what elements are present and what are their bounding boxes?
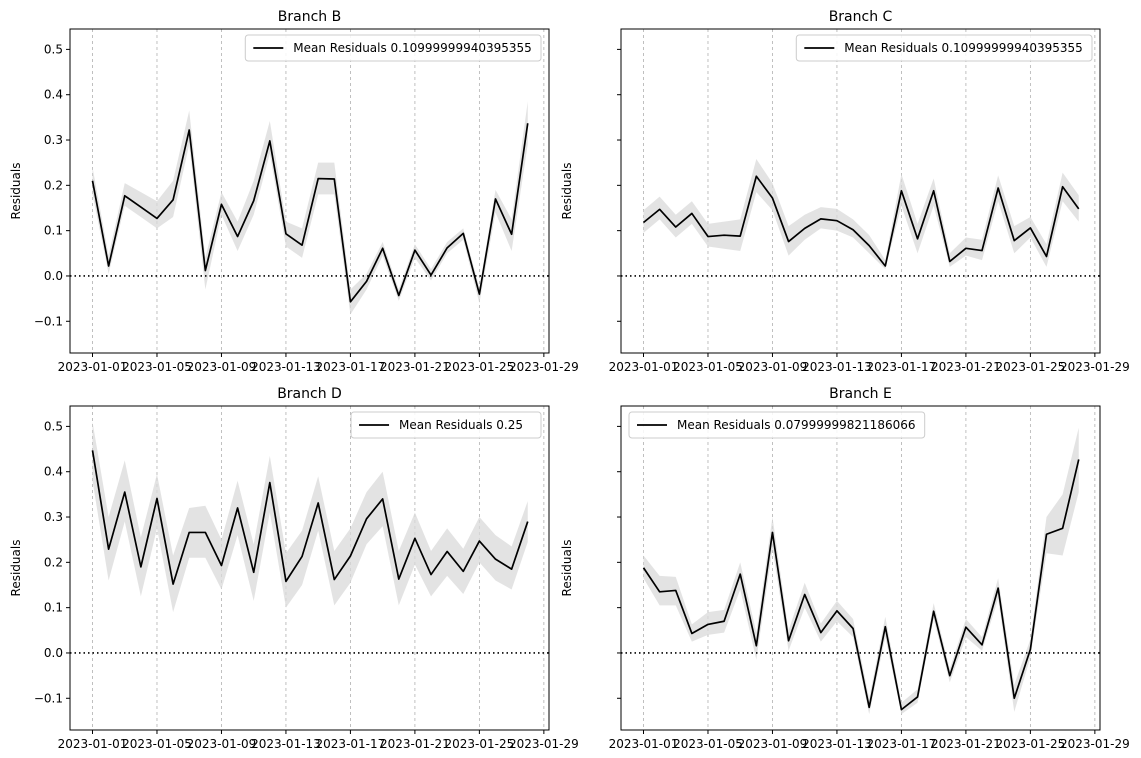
y-tick-label: −0.1 xyxy=(34,314,63,328)
y-tick-label: 0.3 xyxy=(44,510,63,524)
axes-frame xyxy=(620,405,1101,731)
mean-residuals-line xyxy=(642,175,1080,267)
legend: Mean Residuals 0.10999999940395355 xyxy=(795,34,1093,62)
x-tick-label: 2023-01-13 xyxy=(251,360,321,374)
x-tick-label: 2023-01-25 xyxy=(996,360,1066,374)
y-axis-label: Residuals xyxy=(560,163,574,220)
y-tick-label: 0.3 xyxy=(44,133,63,147)
chart-panel-4: 2023-01-012023-01-052023-01-092023-01-13… xyxy=(560,386,1130,751)
y-tick-label: 0.4 xyxy=(44,465,63,479)
mean-residuals-line xyxy=(642,459,1080,711)
axes-frame xyxy=(620,28,1101,354)
y-tick-label: 0.1 xyxy=(44,224,63,238)
x-tick-label: 2023-01-05 xyxy=(122,360,192,374)
legend-label: Mean Residuals 0.10999999940395355 xyxy=(844,41,1083,55)
legend-label: Mean Residuals 0.07999999821186066 xyxy=(677,418,916,432)
legend-label: Mean Residuals 0.10999999940395355 xyxy=(293,41,532,55)
x-tick-label: 2023-01-01 xyxy=(609,360,679,374)
y-tick-label: 0.5 xyxy=(44,419,63,433)
x-tick-label: 2023-01-13 xyxy=(802,360,872,374)
x-tick-label: 2023-01-29 xyxy=(1060,737,1130,751)
legend: Mean Residuals 0.07999999821186066 xyxy=(628,411,926,439)
confidence-band xyxy=(92,101,528,315)
x-tick-label: 2023-01-17 xyxy=(867,737,937,751)
x-tick-label: 2023-01-29 xyxy=(509,360,579,374)
chart-title: Branch C xyxy=(829,9,893,25)
x-tick-label: 2023-01-05 xyxy=(673,360,743,374)
confidence-band xyxy=(92,421,528,613)
x-tick-label: 2023-01-09 xyxy=(738,360,808,374)
legend-box xyxy=(244,34,542,62)
y-tick-label: 0.2 xyxy=(44,178,63,192)
y-axis-label: Residuals xyxy=(560,540,574,597)
x-tick-label: 2023-01-05 xyxy=(673,737,743,751)
chart-title: Branch B xyxy=(278,9,341,25)
x-tick-label: 2023-01-21 xyxy=(931,360,1001,374)
y-tick-label: 0.5 xyxy=(44,42,63,56)
x-tick-label: 2023-01-29 xyxy=(1060,360,1130,374)
x-tick-label: 2023-01-05 xyxy=(122,737,192,751)
chart-title: Branch E xyxy=(829,386,892,402)
legend-box xyxy=(628,411,926,439)
x-tick-label: 2023-01-29 xyxy=(509,737,579,751)
x-tick-label: 2023-01-13 xyxy=(251,737,321,751)
y-tick-label: 0.4 xyxy=(44,88,63,102)
x-tick-label: 2023-01-21 xyxy=(380,360,450,374)
chart-title: Branch D xyxy=(277,386,342,402)
y-axis-label: Residuals xyxy=(9,540,23,597)
x-tick-label: 2023-01-25 xyxy=(445,360,515,374)
x-tick-label: 2023-01-09 xyxy=(187,737,257,751)
x-tick-label: 2023-01-17 xyxy=(316,360,386,374)
x-tick-label: 2023-01-13 xyxy=(802,737,872,751)
chart-panel-2: 2023-01-012023-01-052023-01-092023-01-13… xyxy=(560,9,1130,374)
axes-frame xyxy=(69,28,550,354)
legend-box xyxy=(795,34,1093,62)
legend-box xyxy=(350,411,542,439)
y-axis-label: Residuals xyxy=(9,163,23,220)
legend: Mean Residuals 0.25 xyxy=(350,411,542,439)
x-tick-label: 2023-01-09 xyxy=(738,737,808,751)
confidence-band xyxy=(643,159,1079,270)
x-tick-label: 2023-01-17 xyxy=(316,737,386,751)
legend-label: Mean Residuals 0.25 xyxy=(399,418,523,432)
y-tick-label: 0.0 xyxy=(44,646,63,660)
legend: Mean Residuals 0.10999999940395355 xyxy=(244,34,542,62)
x-tick-label: 2023-01-21 xyxy=(931,737,1001,751)
x-tick-label: 2023-01-01 xyxy=(58,737,128,751)
y-tick-label: 0.1 xyxy=(44,601,63,615)
x-tick-label: 2023-01-17 xyxy=(867,360,937,374)
x-tick-label: 2023-01-21 xyxy=(380,737,450,751)
x-tick-label: 2023-01-01 xyxy=(609,737,679,751)
x-tick-label: 2023-01-09 xyxy=(187,360,257,374)
x-tick-label: 2023-01-01 xyxy=(58,360,128,374)
x-tick-label: 2023-01-25 xyxy=(996,737,1066,751)
mean-residuals-line xyxy=(91,450,529,585)
axes-frame xyxy=(69,405,550,731)
y-tick-label: 0.2 xyxy=(44,555,63,569)
y-tick-label: 0.0 xyxy=(44,269,63,283)
mean-residuals-line xyxy=(91,123,529,303)
x-tick-label: 2023-01-25 xyxy=(445,737,515,751)
chart-panel-1: 0.50.40.30.20.10.0−0.12023-01-012023-01-… xyxy=(9,9,579,374)
chart-panel-3: 0.50.40.30.20.10.0−0.12023-01-012023-01-… xyxy=(9,386,579,751)
y-tick-label: −0.1 xyxy=(34,691,63,705)
